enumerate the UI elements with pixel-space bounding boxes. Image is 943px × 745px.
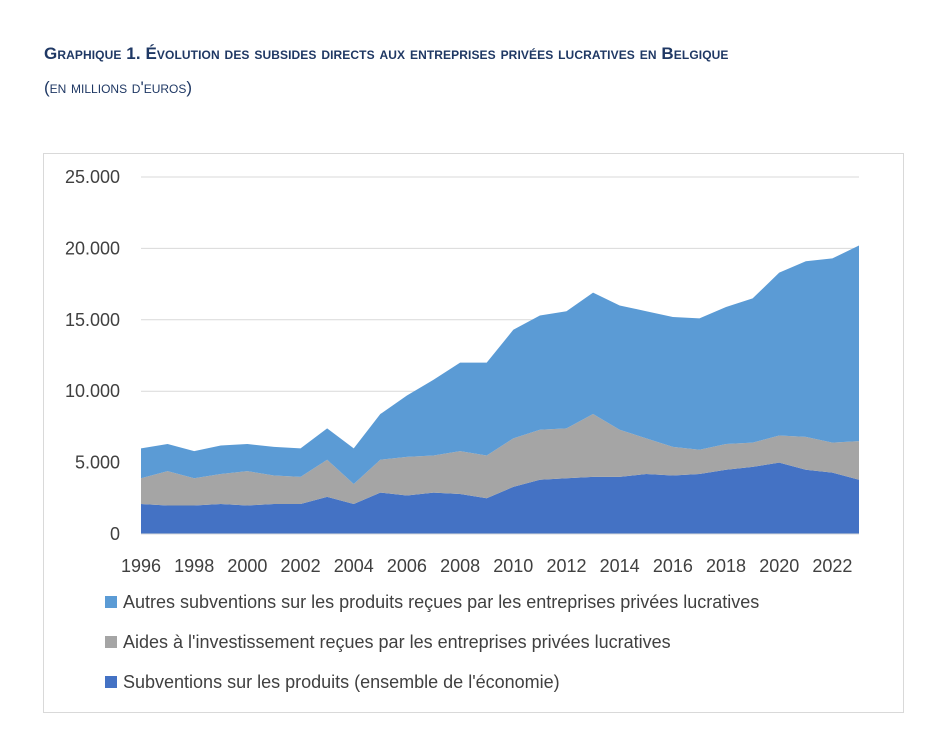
x-axis-ticks: 1996 1998 2000 2002 2004 2006 2008 2010 2012 2014… (121, 556, 852, 576)
stacked-areas (141, 245, 859, 535)
y-axis-ticks: 0 5.000 10.000 15.000 20.000 25.000 (65, 167, 120, 544)
y-tick-label: 0 (110, 524, 120, 544)
chart-title: Graphique 1. Évolution des subsides dire… (44, 44, 729, 63)
x-tick-label: 2014 (600, 556, 640, 576)
x-tick-label: 1996 (121, 556, 161, 576)
y-tick-label: 25.000 (65, 167, 120, 187)
chart-subtitle: (en millions d'euros) (44, 78, 193, 97)
legend-label: Subventions sur les produits (ensemble d… (123, 672, 560, 692)
y-tick-label: 15.000 (65, 310, 120, 330)
x-tick-label: 2000 (227, 556, 267, 576)
y-tick-label: 20.000 (65, 238, 120, 258)
area-series-aides (141, 414, 859, 506)
legend-item: Autres subventions sur les produits reçu… (105, 592, 759, 612)
x-tick-label: 2004 (334, 556, 374, 576)
x-tick-label: 2006 (387, 556, 427, 576)
legend-swatch (105, 676, 117, 688)
x-tick-label: 2012 (546, 556, 586, 576)
x-tick-label: 2002 (281, 556, 321, 576)
legend-item: Aides à l'investissement reçues par les … (105, 632, 671, 652)
x-tick-label: 1998 (174, 556, 214, 576)
legend: Autres subventions sur les produits reçu… (105, 592, 759, 692)
x-tick-label: 2018 (706, 556, 746, 576)
x-tick-label: 2016 (653, 556, 693, 576)
y-tick-label: 5.000 (75, 453, 120, 473)
area-series-autres (141, 245, 859, 485)
x-tick-label: 2008 (440, 556, 480, 576)
legend-label: Aides à l'investissement reçues par les … (123, 632, 671, 652)
area-series-subventions (141, 462, 859, 534)
legend-label: Autres subventions sur les produits reçu… (123, 592, 759, 612)
legend-swatch (105, 636, 117, 648)
y-tick-label: 10.000 (65, 381, 120, 401)
x-tick-label: 2022 (812, 556, 852, 576)
legend-item: Subventions sur les produits (ensemble d… (105, 672, 560, 692)
x-tick-label: 2010 (493, 556, 533, 576)
legend-swatch (105, 596, 117, 608)
x-tick-label: 2020 (759, 556, 799, 576)
